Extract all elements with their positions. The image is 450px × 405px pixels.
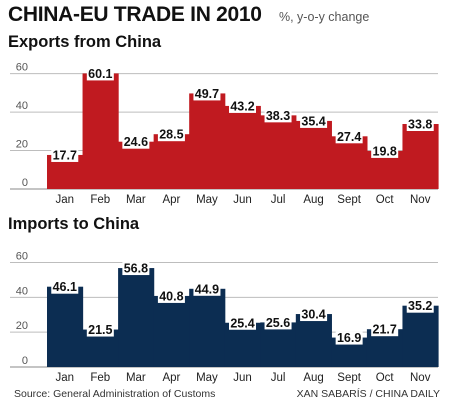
imports-bar-nov (402, 305, 439, 367)
exports-category-label: Nov (410, 194, 431, 206)
imports-bar-jul (260, 322, 297, 367)
imports-category-label: Jun (233, 372, 252, 384)
imports-category-label: Mar (126, 372, 146, 384)
imports-value-label: 44.9 (195, 282, 219, 296)
imports-bar-mar (118, 268, 155, 367)
exports-value-plate (122, 135, 150, 149)
imports-category-label: Jan (55, 372, 74, 384)
imports-category-label: Nov (410, 372, 431, 384)
exports-value-plate (51, 148, 79, 162)
imports-ytick-label: 20 (16, 320, 28, 332)
imports-bar-may (189, 288, 226, 367)
exports-bar-feb (82, 73, 119, 189)
exports-ytick-label: 0 (22, 177, 28, 189)
exports-category-label: May (196, 194, 218, 206)
imports-bar-jun (224, 322, 261, 367)
exports-value-plate (264, 109, 292, 123)
imports-value-plate (300, 308, 328, 322)
exports-value-label: 17.7 (53, 148, 77, 162)
imports-bar-aug (295, 314, 332, 367)
imports-category-label: Feb (90, 372, 110, 384)
exports-section-title: Exports from China (8, 33, 162, 51)
exports-value-plate (335, 130, 363, 144)
exports-value-label: 19.8 (373, 144, 397, 158)
exports-value-label: 43.2 (230, 99, 254, 113)
exports-value-plate (229, 99, 256, 113)
exports-bar-sept (331, 136, 368, 189)
credit-line: XAN SABARÍS / CHINA DAILY (296, 388, 440, 400)
exports-bar-apr (153, 134, 190, 189)
imports-ytick-label: 60 (16, 250, 28, 262)
imports-ytick-label: 40 (16, 285, 28, 297)
imports-category-label: Jul (271, 372, 286, 384)
exports-value-plate (193, 87, 221, 101)
chart-subtitle: %, y-o-y change (279, 10, 370, 24)
imports-section-title: Imports to China (8, 215, 140, 233)
exports-category-label: Oct (376, 194, 395, 206)
exports-category-label: Jul (271, 194, 286, 206)
exports-bar-nov (402, 124, 439, 189)
imports-value-label: 40.8 (159, 289, 183, 303)
exports-category-label: Apr (162, 194, 180, 206)
exports-category-label: Mar (126, 194, 146, 206)
exports-value-label: 35.4 (301, 114, 325, 128)
imports-value-plate (157, 289, 185, 303)
exports-value-label: 33.8 (408, 118, 432, 132)
imports-value-plate (371, 323, 399, 337)
imports-value-plate (335, 331, 363, 345)
exports-bar-jun (224, 105, 261, 189)
imports-value-plate (229, 316, 256, 330)
imports-category-label: Aug (303, 372, 323, 384)
imports-value-label: 46.1 (53, 280, 77, 294)
exports-category-label: Sept (337, 194, 361, 206)
exports-ytick-label: 40 (16, 100, 28, 112)
exports-value-plate (300, 114, 328, 128)
chart-title: CHINA-EU TRADE IN 2010 (8, 3, 262, 26)
exports-value-label: 24.6 (124, 135, 148, 149)
exports-value-plate (371, 144, 399, 158)
exports-value-label: 60.1 (88, 67, 112, 81)
imports-value-label: 16.9 (337, 331, 361, 345)
imports-value-label: 21.5 (88, 323, 112, 337)
exports-bar-chart: 0 20 40 60 17.7 60.1 24.6 28.5 49.7 43.2 38.3 35.4 2… (10, 62, 439, 206)
imports-value-plate (86, 323, 114, 337)
imports-category-label: Apr (162, 372, 180, 384)
imports-ytick-label: 0 (22, 355, 28, 367)
imports-value-plate (51, 280, 79, 294)
imports-bar-chart: 0 20 40 60 46.1 21.5 56.8 40.8 44.9 25.4 25.6 30.4 1… (10, 250, 439, 384)
imports-value-label: 21.7 (373, 323, 397, 337)
exports-ytick-label: 60 (16, 62, 28, 74)
exports-value-plate (157, 128, 185, 142)
source-note: Source: General Administration of Custom… (14, 388, 216, 400)
exports-value-label: 38.3 (266, 109, 290, 123)
imports-value-plate (264, 316, 292, 330)
exports-value-plate (406, 118, 434, 131)
exports-value-label: 28.5 (159, 128, 183, 142)
imports-value-label: 30.4 (301, 308, 325, 322)
imports-bar-jan (47, 286, 84, 367)
imports-category-label: Oct (376, 372, 395, 384)
imports-category-label: Sept (337, 372, 361, 384)
imports-value-label: 35.2 (408, 299, 432, 313)
exports-category-label: Jun (233, 194, 252, 206)
imports-value-label: 56.8 (124, 262, 148, 276)
exports-value-plate (86, 67, 114, 81)
imports-value-label: 25.6 (266, 316, 290, 330)
exports-bar-may (189, 93, 226, 189)
imports-value-plate (193, 282, 221, 296)
exports-bar-jul (260, 115, 297, 189)
imports-value-label: 25.4 (230, 316, 254, 330)
exports-ytick-label: 20 (16, 139, 28, 151)
exports-category-label: Jan (55, 194, 74, 206)
exports-bar-aug (295, 120, 332, 189)
exports-category-label: Feb (90, 194, 110, 206)
imports-category-label: May (196, 372, 218, 384)
exports-category-label: Aug (303, 194, 323, 206)
exports-bar-mar (118, 141, 155, 189)
imports-value-plate (122, 262, 150, 276)
exports-value-label: 27.4 (337, 130, 361, 144)
exports-value-label: 49.7 (195, 87, 219, 101)
imports-bar-apr (153, 295, 190, 367)
imports-value-plate (406, 299, 434, 313)
